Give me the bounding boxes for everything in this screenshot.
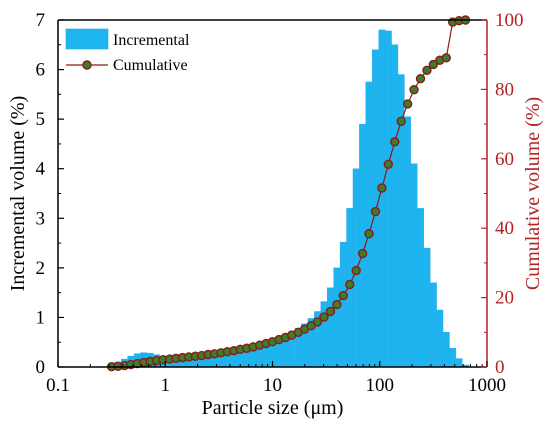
y-right-tick-label: 100 — [495, 10, 524, 31]
cumulative-point — [396, 116, 406, 127]
bar-incremental — [455, 358, 463, 368]
x-tick-label: 100 — [366, 375, 395, 396]
y-right-tick-label: 80 — [495, 79, 514, 100]
cumulative-point — [357, 248, 368, 259]
y-right-tick-label: 20 — [495, 288, 514, 309]
cumulative-point — [422, 65, 432, 76]
cumulative-point — [325, 306, 336, 317]
legend: Incremental Cumulative — [65, 28, 190, 74]
y-left-axis-title: Incremental volume (%) — [7, 96, 29, 291]
x-tick-label: 0.1 — [46, 375, 70, 396]
bar-incremental — [417, 208, 424, 368]
cumulative-point — [409, 85, 419, 95]
y-left-tick-label: 7 — [36, 10, 46, 31]
bar-incremental — [423, 247, 431, 368]
bar-incremental — [391, 44, 399, 368]
y-left-tick-label: 6 — [36, 60, 46, 81]
bar-incremental — [410, 163, 418, 368]
cumulative-point — [415, 73, 426, 84]
cumulative-point — [332, 299, 342, 310]
bar-incremental — [442, 332, 450, 368]
legend-swatch-incremental — [65, 28, 109, 50]
cumulative-point — [441, 53, 451, 63]
y-left-tick-label: 4 — [36, 159, 46, 180]
x-tick-label: 10 — [263, 375, 282, 396]
cumulative-point — [364, 229, 374, 239]
cumulative-point — [345, 279, 355, 290]
cumulative-point — [428, 59, 439, 70]
bar-incremental — [436, 309, 444, 368]
x-tick-label: 1 — [161, 375, 171, 396]
y-left-tick-label: 0 — [36, 357, 46, 378]
y-left-tick-label: 5 — [36, 109, 46, 130]
bars-layer — [108, 29, 469, 368]
cumulative-point — [338, 290, 348, 301]
bar-incremental — [429, 282, 437, 368]
axes-layer: 0.1 1 10 100 100001234567020406080100Particl… — [7, 10, 544, 419]
bar-incremental — [327, 287, 334, 368]
y-right-tick-label: 60 — [495, 149, 514, 170]
y-left-tick-label: 2 — [36, 258, 46, 279]
y-left-tick-label: 1 — [36, 307, 46, 328]
y-left-tick-label: 3 — [36, 208, 46, 229]
y-right-tick-label: 40 — [495, 218, 514, 239]
legend-marker-cumulative — [82, 60, 92, 70]
bar-incremental — [333, 267, 341, 368]
x-axis-title: Particle size (μm) — [202, 397, 344, 419]
cumulative-point — [402, 99, 413, 109]
legend-label-cumulative: Cumulative — [113, 57, 188, 74]
x-tick-label: 1000 — [468, 375, 506, 396]
cumulative-point — [370, 206, 381, 217]
cumulative-point — [383, 159, 394, 170]
cumulative-point — [351, 265, 361, 276]
bar-incremental — [404, 116, 412, 368]
cumulative-point — [390, 137, 400, 147]
cumulative-point — [319, 312, 329, 322]
bar-incremental — [384, 30, 392, 368]
y-right-tick-label: 0 — [495, 357, 505, 378]
y-right-axis-title: Cumulative volume (%) — [522, 97, 544, 290]
cumulative-point — [312, 317, 323, 327]
legend-label-incremental: Incremental — [113, 32, 190, 49]
cumulative-point — [377, 183, 387, 193]
